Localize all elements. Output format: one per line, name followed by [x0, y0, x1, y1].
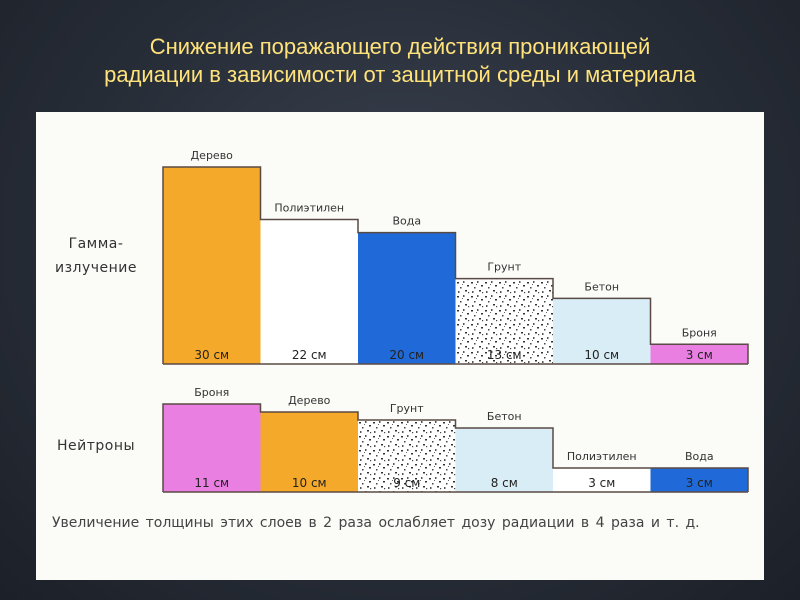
chart-rows: Гамма-излучение Дерево 30 см Полиэтилен 22 с…: [55, 149, 749, 493]
chart-row-2: Нейтроны Броня 11 см Дерево 10 см Грунт 9 см Бе…: [57, 386, 749, 493]
bar: [260, 412, 358, 492]
category-label: Полиэтилен: [274, 202, 344, 215]
value-label: 8 см: [491, 476, 518, 490]
category-label: Грунт: [390, 402, 424, 415]
row-label-line: Гамма-: [69, 236, 124, 252]
category-label: Дерево: [191, 149, 234, 162]
bar: [553, 298, 651, 364]
row-label-line: Нейтроны: [57, 438, 135, 454]
bar: [553, 468, 651, 492]
row-label: Гамма-излучение: [55, 236, 137, 276]
bar: [163, 167, 261, 364]
category-label: Бетон: [487, 410, 522, 423]
category-label: Вода: [685, 450, 714, 463]
bar: [650, 468, 748, 492]
slide-title: Снижение поражающего действия проникающе…: [20, 33, 780, 89]
slide-title-line-2: радиации в зависимости от защитной среды…: [104, 62, 696, 87]
bar: [455, 278, 553, 364]
bar: [358, 420, 456, 492]
value-label: 11 см: [194, 476, 229, 490]
value-label: 10 см: [292, 476, 327, 490]
value-label: 10 см: [584, 348, 619, 362]
category-label: Полиэтилен: [567, 450, 637, 463]
slide-title-line-1: Снижение поражающего действия проникающе…: [149, 34, 651, 59]
value-label: 22 см: [292, 348, 327, 362]
bar: [650, 344, 748, 364]
bar: [455, 428, 553, 492]
footnote: Увеличение толщины этих слоев в 2 раза о…: [52, 515, 700, 531]
bar-outline: [162, 166, 749, 364]
category-label: Броня: [682, 326, 717, 339]
chart-row-1: Гамма-излучение Дерево 30 см Полиэтилен 22 с…: [55, 149, 749, 365]
row-label: Нейтроны: [57, 438, 135, 454]
category-label: Дерево: [288, 394, 331, 407]
bar: [163, 404, 261, 492]
value-label: 3 см: [588, 476, 615, 490]
chart-panel: Гамма-излучение Дерево 30 см Полиэтилен 22 с…: [36, 112, 764, 580]
bar-outline: [162, 403, 749, 492]
value-label: 13 см: [487, 348, 522, 362]
value-label: 30 см: [194, 348, 229, 362]
category-label: Грунт: [487, 261, 521, 274]
category-label: Бетон: [584, 280, 619, 293]
value-label: 3 см: [686, 348, 713, 362]
value-label: 3 см: [686, 476, 713, 490]
radiation-shielding-chart: Гамма-излучение Дерево 30 см Полиэтилен 22 с…: [55, 149, 749, 493]
value-label: 20 см: [389, 348, 424, 362]
category-label: Броня: [194, 386, 229, 399]
value-label: 9 см: [393, 476, 420, 490]
bar: [260, 219, 358, 364]
bar: [358, 232, 456, 364]
row-label-line: излучение: [55, 260, 137, 276]
category-label: Вода: [392, 215, 421, 228]
